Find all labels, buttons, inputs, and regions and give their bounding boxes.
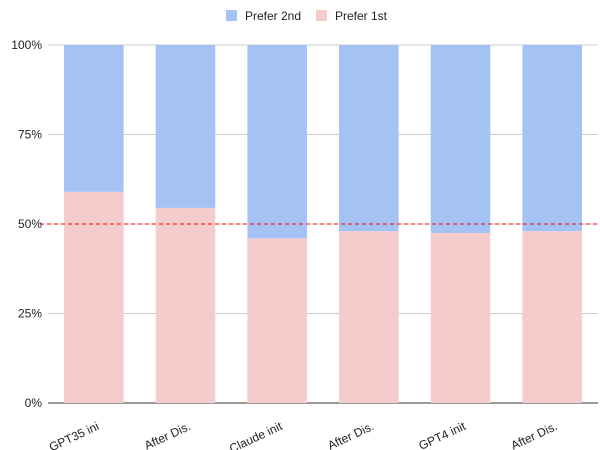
legend-label: Prefer 1st <box>335 9 388 23</box>
x-tick-label: GPT4 init <box>417 419 469 450</box>
bar-prefer-1st <box>64 191 124 403</box>
bar-prefer-2nd <box>522 45 582 232</box>
bar-prefer-2nd <box>155 45 216 208</box>
legend: Prefer 2nd Prefer 1st <box>226 9 388 23</box>
bar-prefer-1st <box>522 231 582 403</box>
y-tick-label: 100% <box>11 38 42 52</box>
bar-prefer-1st <box>247 238 307 403</box>
x-tick-label: After Dis. <box>325 419 376 450</box>
bar-prefer-1st <box>155 207 216 403</box>
x-tick-label: After Dis. <box>142 419 193 450</box>
bar-prefer-2nd <box>64 45 124 192</box>
x-tick-label: After Dis. <box>509 419 560 450</box>
bar-prefer-2nd <box>339 45 399 232</box>
y-tick-label: 50% <box>18 217 42 231</box>
y-tick-label: 0% <box>25 396 43 410</box>
bars <box>64 45 582 403</box>
y-axis-ticks: 0% 25% 50% 75% 100% <box>11 38 42 410</box>
y-tick-label: 75% <box>18 128 42 142</box>
x-tick-label: Claude init <box>227 419 285 450</box>
bar-prefer-1st <box>339 231 399 403</box>
x-tick-label: GPT35 ini <box>47 419 101 450</box>
legend-swatch <box>226 10 237 21</box>
legend-label: Prefer 2nd <box>245 9 301 23</box>
bar-prefer-2nd <box>430 45 491 233</box>
legend-swatch <box>316 10 327 21</box>
y-tick-label: 25% <box>18 307 42 321</box>
bar-prefer-1st <box>430 232 491 403</box>
x-axis-ticks: GPT35 ini After Dis. Claude init After Dis.… <box>47 419 560 450</box>
bar-prefer-2nd <box>247 45 307 239</box>
